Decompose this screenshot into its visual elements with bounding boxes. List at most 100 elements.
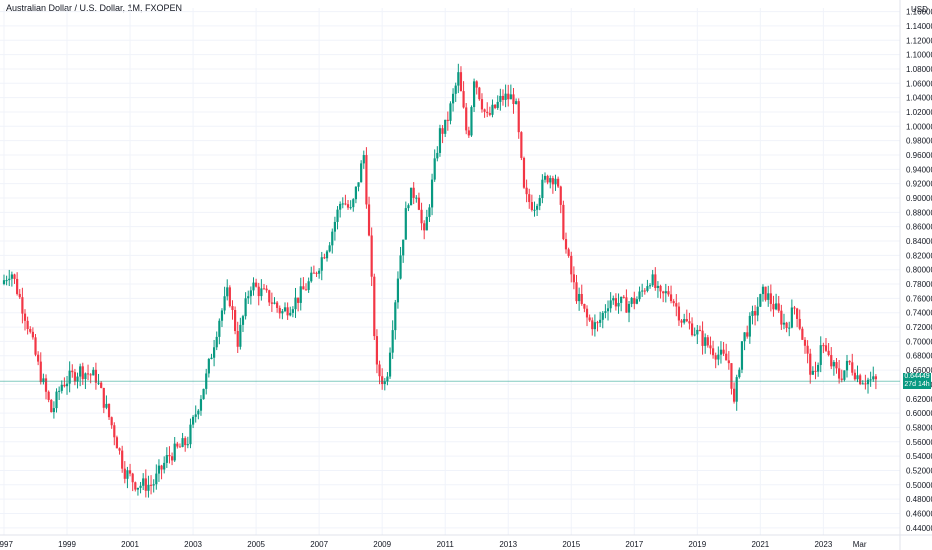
candle-body bbox=[538, 198, 541, 206]
candle-body bbox=[585, 308, 589, 318]
candle bbox=[572, 266, 575, 290]
candle bbox=[625, 289, 628, 313]
candle-body bbox=[276, 302, 279, 308]
candle-body bbox=[249, 290, 252, 297]
candle bbox=[709, 336, 712, 355]
candle bbox=[627, 301, 631, 323]
candle-body bbox=[459, 72, 463, 92]
candle-body bbox=[796, 308, 799, 319]
candle-body bbox=[270, 302, 273, 304]
candle bbox=[184, 436, 187, 452]
candle-body bbox=[283, 307, 287, 312]
candle-body bbox=[391, 330, 394, 353]
candle-body bbox=[625, 297, 628, 313]
candle-body bbox=[478, 87, 481, 100]
time-tick-label: 1997 bbox=[0, 540, 13, 549]
candle-body bbox=[107, 403, 111, 418]
candle bbox=[449, 101, 452, 125]
candle bbox=[189, 418, 192, 449]
candle-body bbox=[559, 186, 562, 205]
candle-body bbox=[767, 293, 770, 300]
candle bbox=[44, 374, 48, 400]
candle-body bbox=[722, 349, 725, 354]
candle-body bbox=[236, 330, 239, 347]
candle-body bbox=[664, 291, 667, 294]
candle-body bbox=[606, 308, 610, 312]
candle bbox=[732, 382, 736, 404]
candle bbox=[790, 299, 793, 329]
candle bbox=[173, 436, 176, 462]
candle bbox=[580, 284, 583, 306]
candle-body bbox=[643, 290, 646, 292]
candle bbox=[92, 367, 95, 376]
candle bbox=[223, 286, 226, 315]
candle bbox=[60, 380, 63, 394]
candle bbox=[186, 436, 189, 449]
candle-body bbox=[480, 99, 484, 110]
candle bbox=[134, 481, 137, 492]
candle-body bbox=[635, 299, 639, 304]
candle-body bbox=[184, 438, 187, 446]
candle-body bbox=[5, 280, 8, 282]
candle bbox=[470, 105, 473, 137]
candle bbox=[622, 295, 625, 299]
candle bbox=[851, 353, 854, 376]
candle-body bbox=[8, 278, 11, 281]
candle bbox=[409, 187, 413, 206]
candle bbox=[105, 395, 108, 410]
candle bbox=[756, 297, 759, 322]
candle-body bbox=[417, 197, 421, 210]
candle-body bbox=[780, 310, 783, 325]
candle-body bbox=[420, 209, 423, 224]
candle bbox=[425, 209, 428, 231]
candle bbox=[465, 103, 468, 135]
candle bbox=[415, 195, 418, 203]
candle bbox=[323, 253, 326, 260]
candle bbox=[551, 175, 554, 194]
candle-body bbox=[543, 175, 547, 180]
candle bbox=[29, 326, 32, 334]
candle bbox=[706, 334, 709, 348]
candle bbox=[402, 239, 405, 263]
candle-body bbox=[872, 376, 875, 380]
candle bbox=[486, 102, 489, 118]
candle bbox=[491, 99, 494, 118]
candle-body bbox=[851, 362, 854, 373]
candle bbox=[362, 150, 365, 169]
candle-body bbox=[44, 378, 48, 392]
candle bbox=[199, 395, 203, 416]
candle bbox=[869, 371, 872, 387]
candle bbox=[210, 353, 213, 360]
candle-body bbox=[698, 329, 702, 331]
candle bbox=[262, 283, 266, 290]
candle bbox=[617, 293, 620, 314]
candle bbox=[320, 251, 323, 281]
candle-body bbox=[530, 202, 533, 210]
candle-body bbox=[788, 327, 791, 329]
candle bbox=[853, 369, 856, 381]
candle bbox=[244, 292, 247, 320]
candle bbox=[554, 174, 557, 191]
candle-body bbox=[63, 384, 66, 387]
candle bbox=[236, 321, 239, 353]
candle-body bbox=[520, 132, 523, 158]
candle bbox=[525, 179, 528, 203]
candle bbox=[365, 147, 368, 209]
candle bbox=[336, 206, 339, 230]
candle bbox=[197, 409, 200, 420]
candle bbox=[824, 338, 828, 352]
candle bbox=[557, 176, 560, 188]
candle bbox=[788, 321, 791, 337]
candle-body bbox=[790, 307, 793, 328]
candle-body bbox=[819, 345, 822, 365]
candle bbox=[753, 305, 757, 326]
candle-body bbox=[21, 297, 24, 314]
candle bbox=[772, 295, 775, 317]
candle-body bbox=[627, 303, 631, 313]
time-tick-label: 2023 bbox=[814, 540, 832, 549]
candle bbox=[312, 265, 315, 274]
candle bbox=[412, 182, 415, 205]
